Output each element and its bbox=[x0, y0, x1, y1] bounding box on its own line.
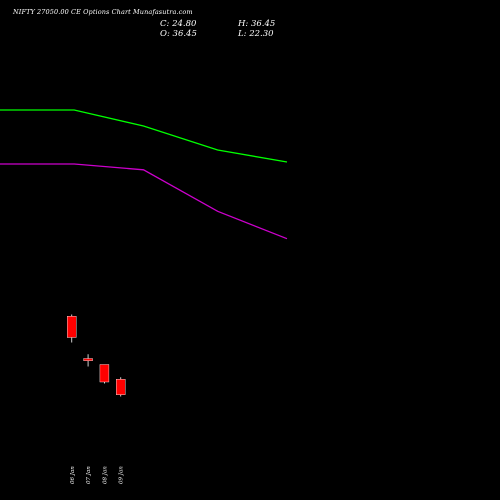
candle-body-1 bbox=[67, 316, 77, 338]
open-value: O: 36.45 bbox=[160, 29, 197, 39]
high-value: H: 36.45 bbox=[238, 19, 276, 29]
x-tick-label-3: 08 Jan bbox=[102, 466, 108, 484]
candle-body-4 bbox=[116, 379, 126, 395]
candle-body-2 bbox=[83, 358, 93, 361]
x-tick-label-2: 07 Jan bbox=[86, 466, 92, 484]
x-tick-label-4: 09 Jan bbox=[119, 466, 125, 484]
low-value: L: 22.30 bbox=[238, 29, 274, 39]
x-tick-label-1: 06 Jan bbox=[70, 466, 76, 484]
candle-body-3 bbox=[99, 364, 110, 383]
moving-average-line-1 bbox=[0, 109, 288, 163]
moving-average-line-2 bbox=[0, 163, 288, 240]
chart-title: NIFTY 27050.00 CE Options Chart Munafasu… bbox=[13, 8, 193, 16]
close-value: C: 24.80 bbox=[160, 19, 197, 29]
